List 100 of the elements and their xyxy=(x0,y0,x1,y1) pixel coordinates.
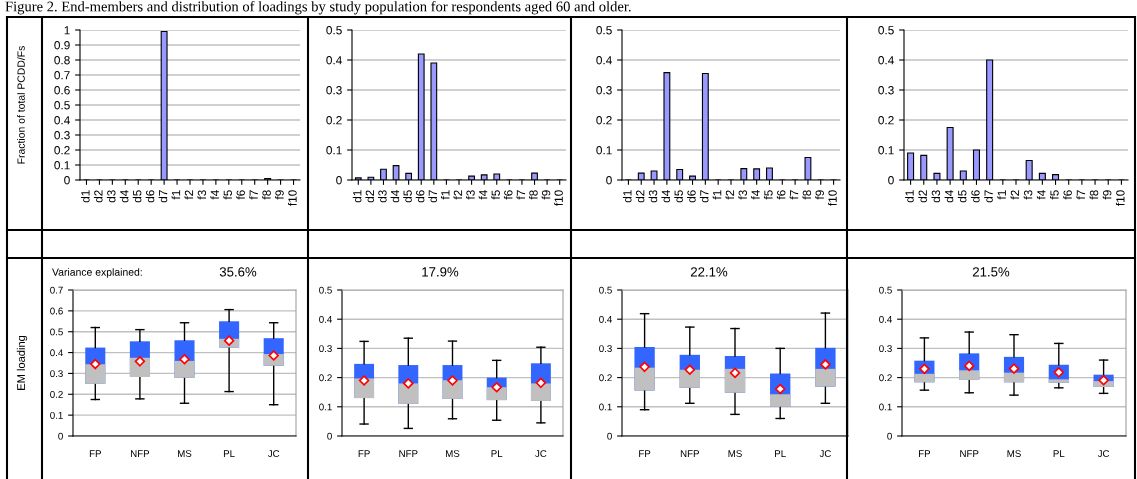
x-tick-label: d1 xyxy=(622,190,632,203)
y-tick-label: 0.2 xyxy=(596,116,612,125)
y-tick-label: 0 xyxy=(58,432,63,440)
y-tick-label: 0.5 xyxy=(50,328,63,336)
x-tick-label: f4 xyxy=(478,190,488,200)
x-tick-label: d7 xyxy=(699,190,709,203)
y-tick-label: 0 xyxy=(336,176,342,185)
x-tick-label: d5 xyxy=(132,190,142,203)
y-tick-label: 0.2 xyxy=(54,146,70,155)
x-tick-label: NFP xyxy=(399,450,418,457)
x-tick-label: d3 xyxy=(377,190,387,203)
x-tick-label: MS xyxy=(1007,450,1021,458)
x-tick-label: f8 xyxy=(802,190,812,200)
y-tick-label: 0.4 xyxy=(50,349,63,357)
x-tick-label: d2 xyxy=(93,190,103,203)
x-tick-label: f10 xyxy=(554,190,563,206)
y-tick-label: 0.5 xyxy=(54,101,70,110)
x-tick-label: JC xyxy=(535,450,547,458)
x-tick-label: JC xyxy=(819,450,831,458)
x-tick-label: f5 xyxy=(1050,190,1059,200)
y-tick-label: 0.3 xyxy=(878,86,894,95)
x-tick-label: d2 xyxy=(365,190,375,203)
x-tick-label: f1 xyxy=(440,190,450,200)
chart-subtitle: 35.6% xyxy=(219,267,257,277)
y-tick-label: 0 xyxy=(64,176,70,185)
y-axis-title: Fraction of total PCDD/Fs xyxy=(17,46,25,164)
x-tick-label: d1 xyxy=(80,190,90,203)
y-tick-label: 0.2 xyxy=(599,374,612,382)
x-tick-label: FP xyxy=(358,450,370,457)
x-tick-label: f7 xyxy=(516,190,525,200)
y-tick-label: 0.2 xyxy=(50,391,63,398)
y-tick-label: 1 xyxy=(64,26,70,35)
y-tick-label: 0 xyxy=(607,432,612,440)
chart-subtitle: 17.9% xyxy=(422,267,459,277)
y-tick-label: 0.5 xyxy=(878,26,894,35)
y-tick-label: 0.1 xyxy=(54,161,70,170)
y-tick-label: 0.3 xyxy=(326,86,342,95)
x-tick-label: FP xyxy=(918,450,931,457)
y-tick-label: 0.3 xyxy=(54,131,70,140)
x-tick-label: f7 xyxy=(789,190,799,200)
text: Variance explained: xyxy=(52,268,142,278)
chart-subtitle: 22.1% xyxy=(690,267,728,277)
x-tick-label: MS xyxy=(178,450,192,458)
y-tick-label: 0.1 xyxy=(326,146,342,155)
y-tick-label: 0.1 xyxy=(319,403,332,411)
y-tick-label: 0.4 xyxy=(319,315,332,323)
x-tick-label: d2 xyxy=(918,190,927,203)
x-tick-label: f6 xyxy=(236,190,245,200)
chart-title: Figure 2. End-members and distribution of loadings by study population for respondents aged 60 and older. xyxy=(5,1,631,15)
x-tick-label: f4 xyxy=(1036,190,1046,200)
x-tick-label: d4 xyxy=(661,190,671,203)
x-tick-label: NFP xyxy=(680,450,700,457)
x-tick-label: PL xyxy=(223,450,235,457)
x-tick-label: f1 xyxy=(997,190,1006,200)
x-tick-label: f2 xyxy=(725,190,735,200)
y-tick-label: 0.2 xyxy=(326,116,342,125)
x-tick-label: d4 xyxy=(944,190,954,203)
x-tick-label: MS xyxy=(446,450,460,458)
x-tick-label: PL xyxy=(775,450,786,457)
x-tick-label: d3 xyxy=(648,190,658,203)
x-tick-label: NFP xyxy=(130,450,150,457)
y-tick-label: 0.3 xyxy=(319,345,332,353)
x-tick-label: f5 xyxy=(223,190,232,200)
chart-subtitle: 21.5% xyxy=(972,267,1010,277)
y-tick-label: 0.2 xyxy=(879,374,892,382)
x-tick-label: f2 xyxy=(453,190,463,200)
x-tick-label: f6 xyxy=(1063,190,1072,200)
x-tick-label: f2 xyxy=(184,190,194,200)
y-tick-label: 0 xyxy=(888,176,894,185)
x-tick-label: d4 xyxy=(390,190,400,203)
x-tick-label: f6 xyxy=(503,190,513,200)
x-tick-label: f8 xyxy=(1089,190,1099,200)
x-tick-label: f10 xyxy=(828,190,837,206)
x-tick-label: f1 xyxy=(171,190,181,200)
x-tick-label: d6 xyxy=(970,190,980,203)
x-tick-label: f8 xyxy=(529,190,538,200)
x-tick-label: f7 xyxy=(249,190,258,200)
y-tick-label: 0.1 xyxy=(878,146,894,155)
y-tick-label: 0.7 xyxy=(50,286,63,294)
x-tick-label: f9 xyxy=(275,190,284,200)
x-tick-label: d1 xyxy=(352,190,362,203)
x-tick-label: f2 xyxy=(1010,190,1020,200)
x-tick-label: f10 xyxy=(1115,190,1125,206)
y-tick-label: 0.4 xyxy=(326,56,342,65)
x-tick-label: FP xyxy=(639,450,651,457)
y-tick-label: 0.4 xyxy=(878,56,894,65)
x-tick-label: PL xyxy=(491,450,503,457)
x-tick-label: f1 xyxy=(712,190,722,200)
y-axis-title: EM loading xyxy=(16,335,28,390)
x-tick-label: d5 xyxy=(674,190,683,203)
x-tick-label: f5 xyxy=(763,190,773,200)
y-tick-label: 0.4 xyxy=(596,56,612,65)
x-tick-label: f10 xyxy=(288,190,297,206)
x-tick-label: f4 xyxy=(751,190,760,200)
x-tick-label: MS xyxy=(728,450,742,458)
x-tick-label: f5 xyxy=(491,190,500,200)
y-tick-label: 0.1 xyxy=(50,411,63,419)
y-tick-label: 0.4 xyxy=(599,315,612,323)
x-tick-label: f3 xyxy=(1023,190,1033,200)
y-tick-label: 0.5 xyxy=(599,286,612,294)
